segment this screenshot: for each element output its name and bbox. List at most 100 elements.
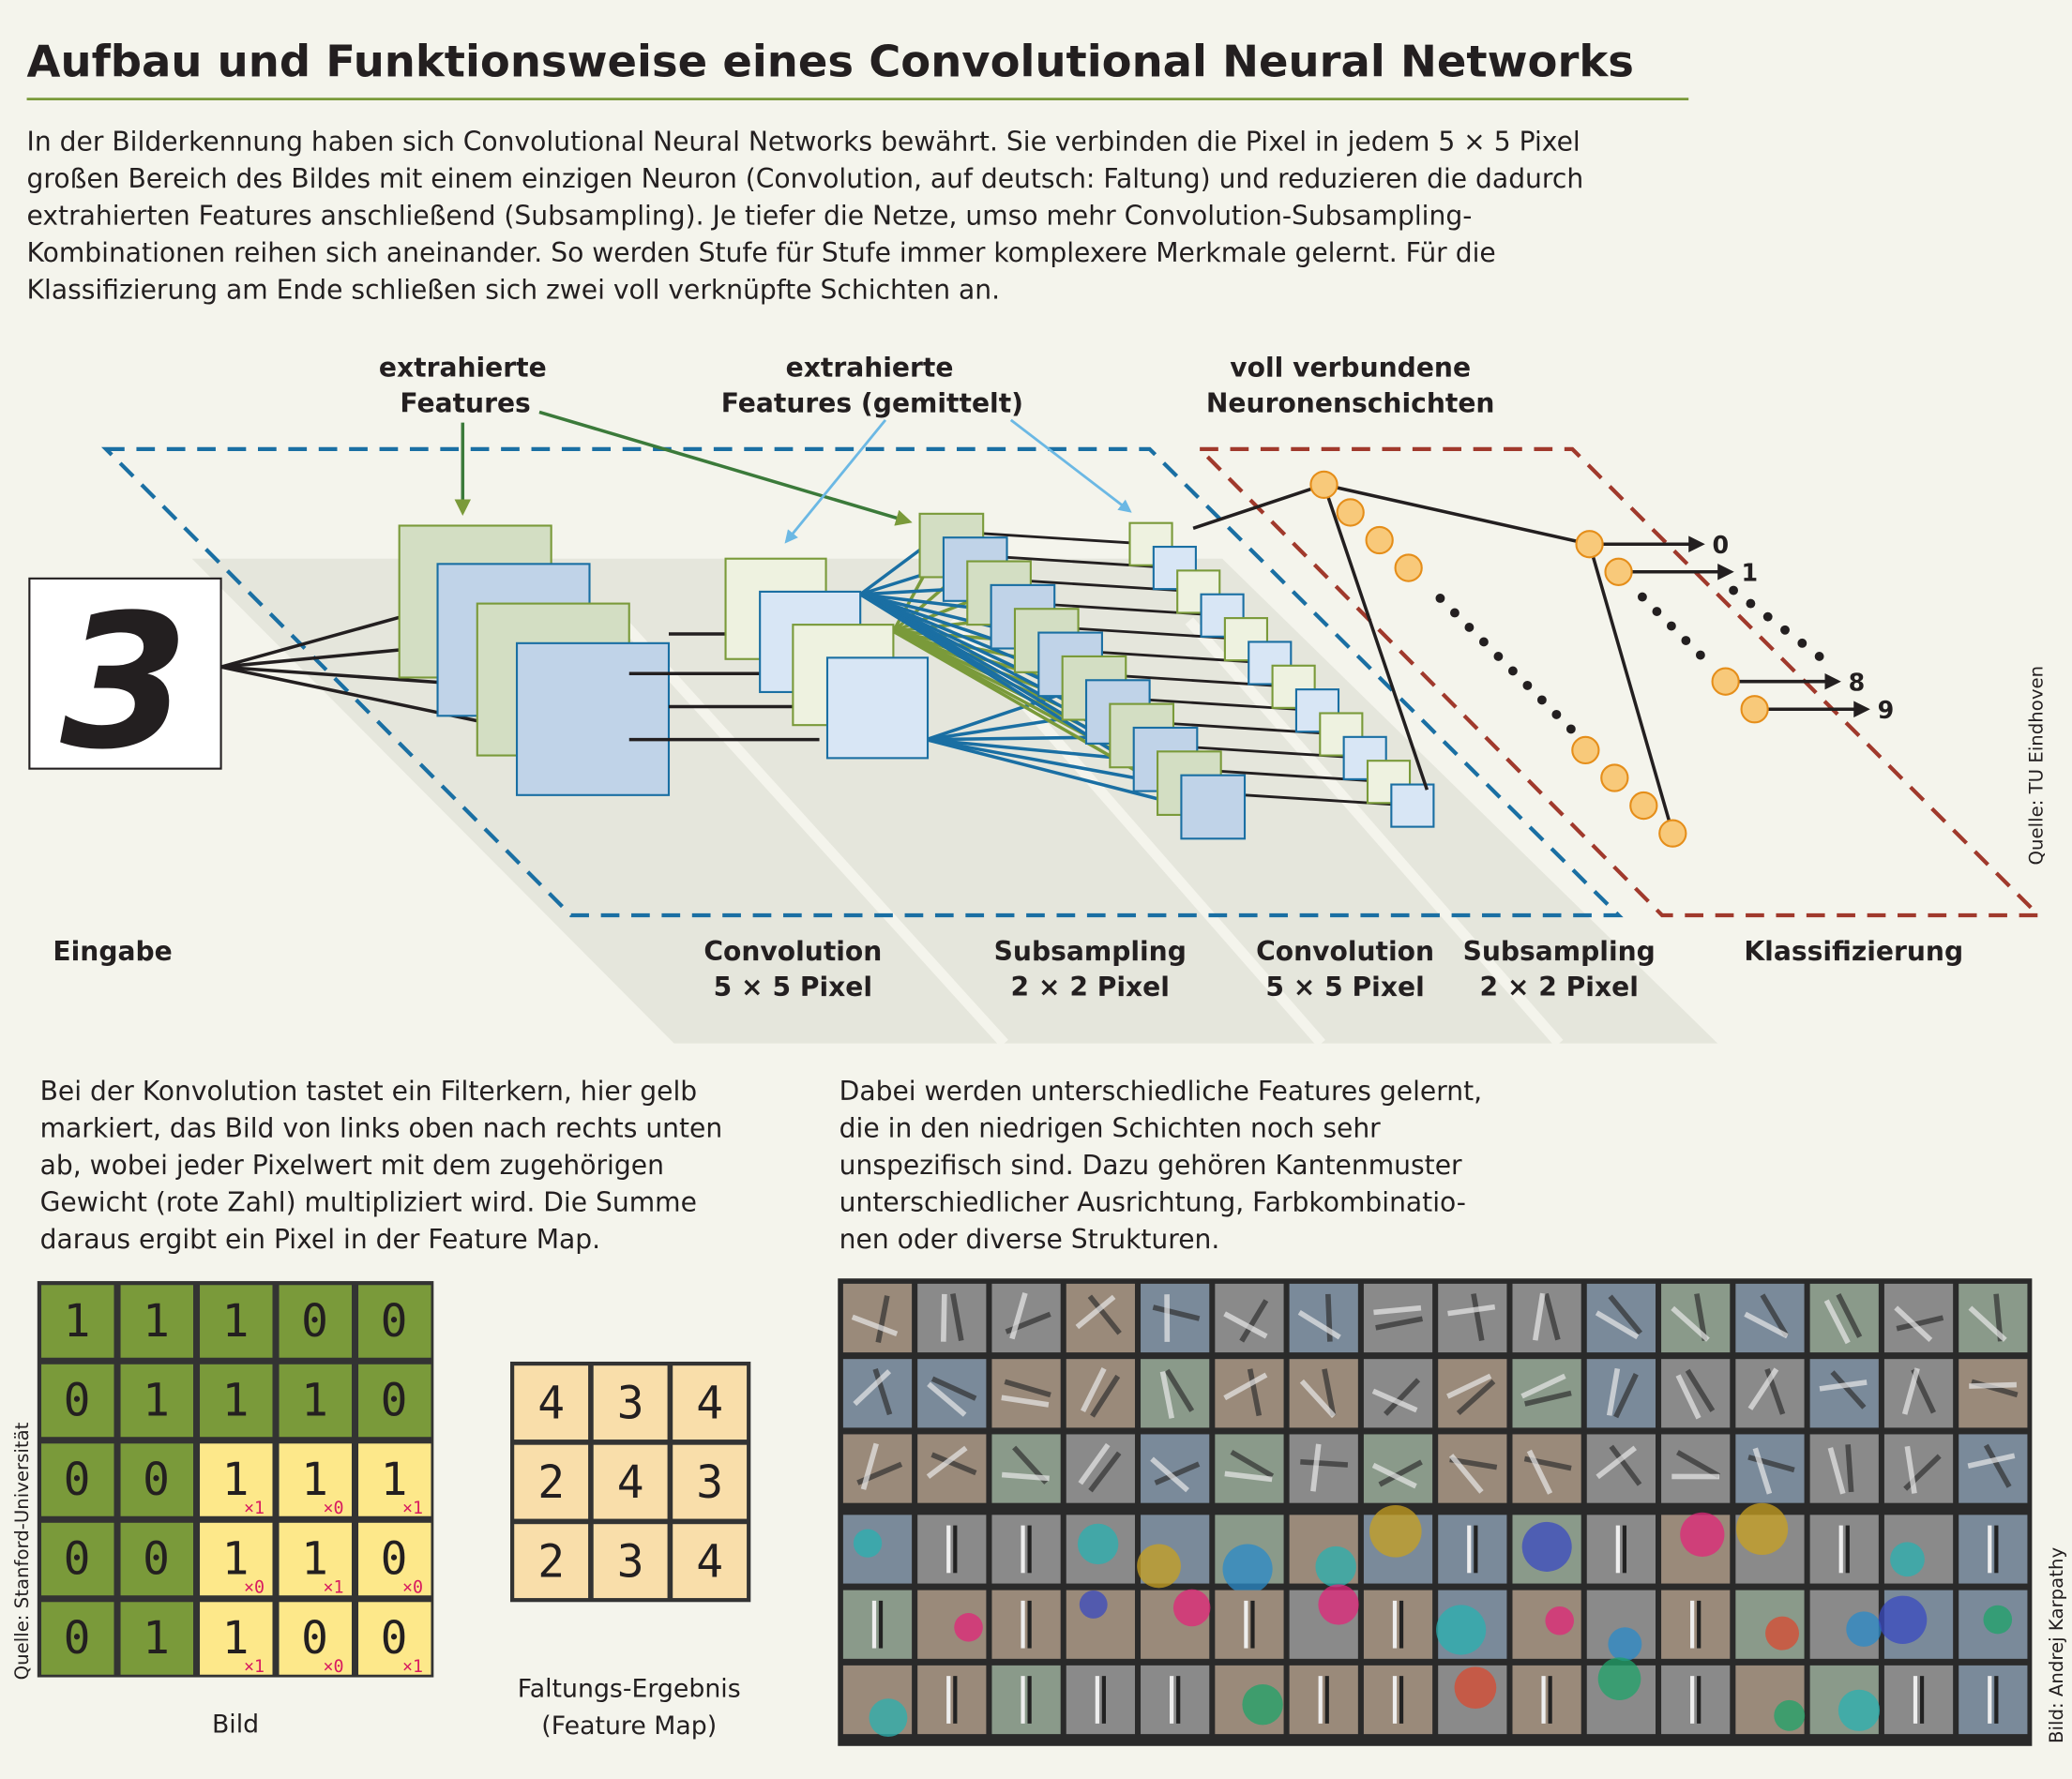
stage-label: Eingabe <box>53 936 172 967</box>
edge-stroke <box>1449 1456 1498 1470</box>
color-blob <box>1318 1584 1359 1625</box>
feature-map-label: Faltungs-Ergebnis <box>518 1675 741 1704</box>
filter-patch <box>1883 1665 1954 1735</box>
edge-stroke <box>1399 1600 1404 1649</box>
edge-stroke <box>1001 1395 1050 1408</box>
image-cell <box>200 1364 273 1438</box>
edge-stroke <box>1164 1294 1171 1342</box>
filter-patch <box>991 1665 1061 1735</box>
edge-stroke <box>1230 1449 1275 1479</box>
filter-patch <box>1289 1665 1358 1735</box>
filter-patch <box>1215 1283 1284 1353</box>
edge-stroke <box>1919 1676 1925 1724</box>
edge-stroke <box>1095 1676 1099 1724</box>
image-cell <box>120 1522 193 1596</box>
color-blob <box>1597 1657 1641 1700</box>
pixel-value: 1 <box>301 1455 328 1506</box>
color-blob <box>1608 1627 1642 1662</box>
edge-stroke <box>1608 1294 1643 1335</box>
edge-stroke <box>1027 1525 1032 1574</box>
edge-stroke <box>1532 1292 1546 1341</box>
pixel-value: 0 <box>381 1534 408 1586</box>
color-blob <box>1077 1523 1119 1565</box>
edge-stroke <box>1993 1293 2004 1342</box>
callout-features-averaged: Features (gemittelt) <box>721 387 1023 418</box>
pixel-value: 1 <box>222 1613 250 1665</box>
edge-stroke <box>930 1452 977 1476</box>
filter-patch <box>842 1590 913 1659</box>
filter-patch <box>1066 1283 1135 1353</box>
feature-map-cell <box>673 1444 748 1519</box>
edge-stroke <box>1239 1299 1269 1343</box>
edge-stroke <box>1027 1600 1032 1649</box>
image-cell <box>358 1285 431 1358</box>
kernel-weight: ×1 <box>244 1657 265 1677</box>
edge-stroke <box>1392 1600 1398 1649</box>
edge-stroke <box>878 1600 884 1649</box>
input-image <box>28 577 222 770</box>
edge-stroke <box>1371 1462 1417 1489</box>
edge-stroke <box>1845 1444 1854 1493</box>
edge-stroke <box>926 1445 968 1479</box>
edge-stroke <box>1467 1525 1472 1574</box>
filter-patch <box>1586 1434 1656 1503</box>
callout-features: Features <box>400 387 530 418</box>
pixel-value: 1 <box>222 1376 250 1427</box>
edge-stroke <box>1596 1445 1637 1480</box>
connection-line <box>926 737 1195 810</box>
intro-line: großen Bereich des Bildes mit einem einz… <box>27 163 1584 194</box>
edge-stroke <box>871 1600 877 1649</box>
edge-stroke <box>1690 1676 1695 1724</box>
edge-stroke <box>1322 1368 1337 1417</box>
edge-stroke <box>1223 1311 1268 1339</box>
callout-features: extrahierte <box>379 352 547 383</box>
ellipsis-dot <box>1478 637 1489 647</box>
callout-fully-connected: Neuronenschichten <box>1206 387 1495 418</box>
pixel-value: 1 <box>143 1376 170 1427</box>
edge-stroke <box>930 1376 977 1401</box>
feature-value: 2 <box>537 1537 565 1589</box>
edge-stroke <box>1021 1525 1025 1574</box>
kernel-weight: ×1 <box>402 1657 423 1677</box>
color-blob <box>1736 1502 1789 1555</box>
filter-patch <box>1141 1665 1210 1735</box>
edge-stroke <box>1471 1293 1485 1341</box>
image-cell <box>279 1285 352 1358</box>
filter-patch <box>917 1665 987 1735</box>
edge-stroke <box>1087 1294 1122 1335</box>
feature-map <box>825 656 930 760</box>
convolution-text: Bei der Konvolution tastet ein Filterker… <box>40 1076 723 1255</box>
edge-stroke <box>1896 1315 1944 1332</box>
filter-patch <box>1289 1283 1358 1353</box>
edge-stroke <box>1399 1676 1404 1724</box>
edge-stroke <box>1676 1450 1720 1479</box>
stage-sublabel: 2 × 2 Pixel <box>1479 972 1638 1003</box>
edge-stroke <box>1164 1368 1195 1412</box>
edge-stroke <box>1967 1453 2016 1470</box>
filter-patch <box>991 1515 1061 1584</box>
pixel-value: 1 <box>143 1296 170 1348</box>
feature-value: 4 <box>696 1537 723 1589</box>
color-blob <box>1222 1544 1273 1594</box>
color-blob <box>1454 1666 1497 1710</box>
edge-stroke <box>1983 1443 2012 1488</box>
connection-line <box>926 687 1077 742</box>
features-text: Dabei werden unterschiedliche Features g… <box>839 1076 1482 1255</box>
edge-stroke <box>1176 1676 1181 1724</box>
pixel-value: 0 <box>381 1296 408 1348</box>
edge-stroke <box>1080 1367 1107 1412</box>
callout-arrow <box>538 410 913 526</box>
ellipsis-dot <box>1652 607 1662 616</box>
filter-patch <box>991 1434 1061 1503</box>
edge-stroke <box>1901 1367 1920 1415</box>
subsampled-map <box>1180 774 1247 840</box>
edge-stroke <box>1009 1292 1028 1340</box>
pixel-value: 0 <box>301 1613 328 1665</box>
feature-value: 4 <box>537 1379 565 1430</box>
color-blob <box>1172 1589 1211 1627</box>
edge-stroke <box>946 1525 951 1574</box>
ellipsis-dot <box>1464 623 1475 632</box>
feature-map-cell <box>514 1524 589 1599</box>
color-blob <box>869 1698 908 1738</box>
